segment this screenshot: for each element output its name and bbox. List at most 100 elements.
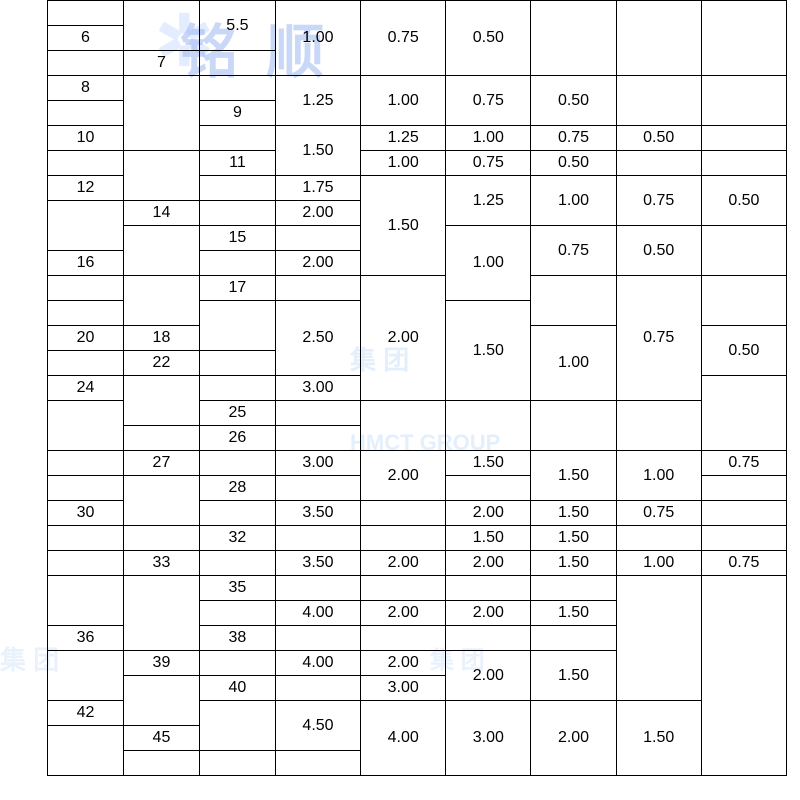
table-cell: 28 [199, 476, 275, 501]
table-cell: 2.00 [361, 551, 446, 576]
table-cell [701, 476, 786, 501]
table-cell [275, 676, 360, 701]
table-cell [361, 576, 446, 601]
table-cell [199, 651, 275, 676]
table-cell: 18 [123, 326, 199, 351]
table-row: 35 [48, 576, 787, 601]
table-cell [275, 476, 360, 501]
table-cell [446, 576, 531, 601]
table-cell: 1.50 [531, 451, 616, 501]
table-cell: 2.00 [361, 651, 446, 676]
table-cell: 2.00 [275, 251, 360, 276]
table-cell [123, 426, 199, 451]
table-cell [275, 226, 360, 251]
table-cell: 4.50 [275, 701, 360, 751]
table-cell [123, 226, 199, 276]
table-cell [616, 526, 701, 551]
table-cell [361, 526, 446, 551]
table-cell: 1.25 [361, 126, 446, 151]
table-cell [199, 451, 275, 476]
table-cell [531, 401, 616, 451]
table-cell: 1.00 [531, 176, 616, 226]
table-cell: 0.50 [446, 1, 531, 76]
table-cell: 1.25 [275, 76, 360, 126]
table-cell: 1.50 [446, 526, 531, 551]
table-cell [199, 551, 275, 576]
table-cell [275, 276, 360, 301]
table-cell: 22 [123, 351, 199, 376]
table-cell: 1.50 [531, 551, 616, 576]
table-cell: 0.75 [616, 176, 701, 226]
table-cell [701, 276, 786, 326]
table-row: 172.000.75 [48, 276, 787, 301]
table-cell [275, 576, 360, 601]
table-cell: 27 [123, 451, 199, 476]
table-cell: 3.50 [275, 551, 360, 576]
table-cell [48, 726, 124, 776]
table-cell [531, 1, 616, 76]
table-row: 81.251.000.750.50 [48, 76, 787, 101]
table-cell [199, 301, 275, 351]
table-cell: 36 [48, 626, 124, 651]
table-cell [123, 376, 199, 426]
table-cell [701, 76, 786, 126]
table-cell: 2.00 [446, 551, 531, 576]
table-cell [701, 376, 786, 451]
table-cell: 24 [48, 376, 124, 401]
table-cell: 4.00 [275, 651, 360, 676]
table-cell: 4.00 [361, 701, 446, 776]
table-cell [199, 201, 275, 226]
table-cell [531, 276, 616, 326]
table-cell [199, 351, 275, 376]
table-cell [48, 351, 124, 376]
table-cell: 1.00 [446, 226, 531, 301]
table-cell: 1.50 [275, 126, 360, 176]
table-cell [48, 151, 124, 176]
table-cell: 2.00 [361, 601, 446, 626]
table-cell [199, 751, 275, 776]
table-cell: 2.00 [531, 701, 616, 776]
table-cell: 1.00 [446, 126, 531, 151]
table-cell: 1.00 [616, 451, 701, 501]
pitch-table: 5.51.000.750.506781.251.000.750.509101.5… [47, 0, 787, 776]
table-cell: 3.00 [275, 451, 360, 476]
table-cell [48, 576, 124, 626]
table-cell [275, 401, 360, 426]
table-cell [616, 401, 701, 451]
table-cell: 9 [199, 101, 275, 126]
table-cell: 1.00 [616, 551, 701, 576]
table-cell: 1.00 [361, 151, 446, 176]
table-cell: 1.50 [361, 176, 446, 276]
table-cell: 25 [199, 401, 275, 426]
table-cell: 0.50 [616, 126, 701, 151]
table-cell: 40 [199, 676, 275, 701]
table-cell: 5.5 [199, 1, 275, 51]
table-cell [199, 601, 275, 626]
table-cell [48, 526, 124, 551]
table-cell [446, 626, 531, 651]
table-cell: 1.50 [446, 451, 531, 476]
table-row: 321.501.50 [48, 526, 787, 551]
table-cell [123, 151, 199, 201]
table-cell [48, 1, 124, 26]
table-cell: 2.50 [275, 301, 360, 376]
table-cell: 39 [123, 651, 199, 676]
table-cell [616, 151, 701, 176]
table-cell: 2.00 [361, 451, 446, 501]
table-cell: 2.00 [446, 601, 531, 626]
table-cell: 0.75 [616, 501, 701, 526]
table-cell [48, 276, 124, 301]
table-cell [199, 126, 275, 151]
table-cell [616, 1, 701, 76]
table-cell [48, 651, 124, 701]
table-cell [361, 401, 446, 451]
table-cell: 16 [48, 251, 124, 276]
table-cell: 0.75 [361, 1, 446, 76]
table-cell [48, 101, 124, 126]
table-cell [199, 176, 275, 201]
table-cell: 32 [199, 526, 275, 551]
table-cell [48, 551, 124, 576]
table-cell: 14 [123, 201, 199, 226]
table-cell: 20 [48, 326, 124, 351]
table-cell: 1.00 [275, 1, 360, 76]
